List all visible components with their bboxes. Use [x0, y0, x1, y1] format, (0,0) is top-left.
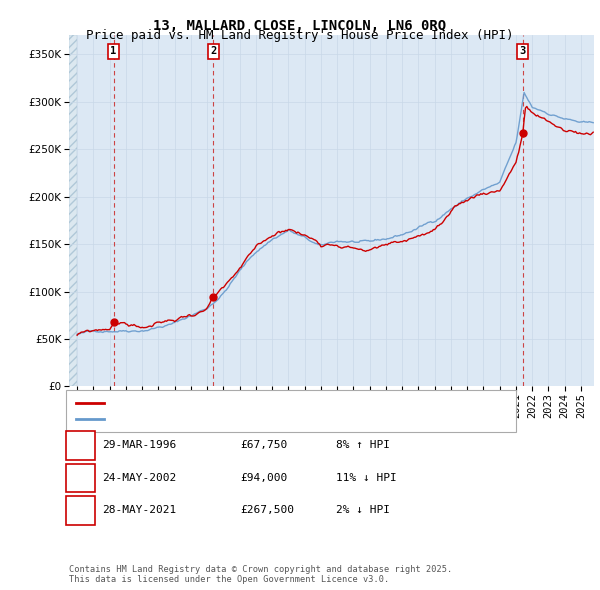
Text: £67,750: £67,750 [240, 441, 287, 450]
Text: Contains HM Land Registry data © Crown copyright and database right 2025.
This d: Contains HM Land Registry data © Crown c… [69, 565, 452, 584]
Text: 1: 1 [110, 46, 116, 56]
Text: 24-MAY-2002: 24-MAY-2002 [102, 473, 176, 483]
Bar [69, 35, 77, 386]
Text: 3: 3 [520, 46, 526, 56]
Text: 28-MAY-2021: 28-MAY-2021 [102, 506, 176, 515]
Text: 3: 3 [77, 506, 84, 515]
Text: 2: 2 [77, 473, 84, 483]
Text: 13, MALLARD CLOSE, LINCOLN, LN6 0RQ: 13, MALLARD CLOSE, LINCOLN, LN6 0RQ [154, 19, 446, 33]
Text: £94,000: £94,000 [240, 473, 287, 483]
Text: 1: 1 [77, 441, 84, 450]
Text: 8% ↑ HPI: 8% ↑ HPI [336, 441, 390, 450]
Text: Price paid vs. HM Land Registry's House Price Index (HPI): Price paid vs. HM Land Registry's House … [86, 30, 514, 42]
Text: £267,500: £267,500 [240, 506, 294, 515]
Text: 11% ↓ HPI: 11% ↓ HPI [336, 473, 397, 483]
Text: 13, MALLARD CLOSE, LINCOLN, LN6 0RQ (detached house): 13, MALLARD CLOSE, LINCOLN, LN6 0RQ (det… [109, 398, 414, 408]
Text: 2: 2 [211, 46, 217, 56]
Text: 2% ↓ HPI: 2% ↓ HPI [336, 506, 390, 515]
Text: 29-MAR-1996: 29-MAR-1996 [102, 441, 176, 450]
Text: HPI: Average price, detached house, Lincoln: HPI: Average price, detached house, Linc… [109, 414, 361, 424]
